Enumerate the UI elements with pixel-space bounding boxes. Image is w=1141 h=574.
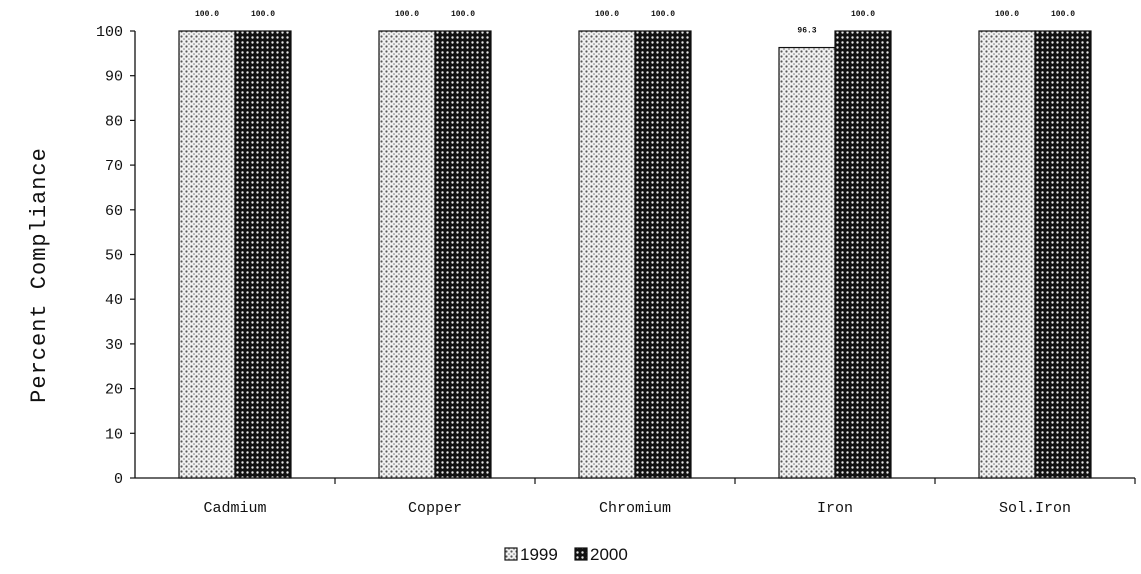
bar-2000-copper	[434, 30, 492, 479]
y-tick-label: 50	[105, 248, 123, 265]
data-label: 96.3	[797, 27, 816, 36]
x-tick-label: Chromium	[599, 500, 671, 517]
y-tick-label: 80	[105, 113, 123, 130]
data-label: 100.0	[395, 10, 419, 19]
y-tick-label: 0	[114, 471, 123, 488]
y-tick-label: 100	[96, 24, 123, 41]
bar-1999-iron	[778, 46, 836, 479]
bars	[178, 30, 1092, 479]
y-tick-label: 60	[105, 203, 123, 220]
data-label: 100.0	[995, 10, 1019, 19]
data-label: 100.0	[195, 10, 219, 19]
axes: 0 10 20 30 40 50 60 70 80 90 100 Cadmium Copper Chrom…	[96, 24, 1136, 517]
data-labels: 100.0 100.0 100.0 100.0 100.0 100.0 96.3 100.0 1…	[195, 10, 1075, 36]
y-tick-label: 30	[105, 337, 123, 354]
legend-swatch-1999	[504, 547, 518, 561]
bar-2000-iron	[834, 30, 892, 479]
y-tick-label: 40	[105, 292, 123, 309]
legend-label-1999: 1999	[520, 545, 558, 564]
y-tick-label: 70	[105, 158, 123, 175]
bar-1999-chromium	[578, 30, 636, 479]
bar-1999-copper	[378, 30, 436, 479]
bar-2000-chromium	[634, 30, 692, 479]
x-tick-label: Sol.Iron	[999, 500, 1071, 517]
legend-swatch-2000	[574, 547, 588, 561]
y-tick-label: 10	[105, 426, 123, 443]
data-label: 100.0	[1051, 10, 1075, 19]
y-tick-label: 90	[105, 69, 123, 86]
bar-1999-cadmium	[178, 30, 236, 479]
data-label: 100.0	[851, 10, 875, 19]
x-tick-label: Copper	[408, 500, 462, 517]
data-label: 100.0	[595, 10, 619, 19]
bar-2000-cadmium	[234, 30, 292, 479]
legend: 1999 2000	[504, 545, 628, 564]
data-label: 100.0	[451, 10, 475, 19]
x-tick-label: Cadmium	[203, 500, 266, 517]
data-label: 100.0	[651, 10, 675, 19]
bar-1999-soliron	[978, 30, 1036, 479]
legend-label-2000: 2000	[590, 545, 628, 564]
x-tick-label: Iron	[817, 500, 853, 517]
y-axis-label: Percent Compliance	[27, 147, 52, 403]
bar-2000-soliron	[1034, 30, 1092, 479]
data-label: 100.0	[251, 10, 275, 19]
y-tick-label: 20	[105, 382, 123, 399]
